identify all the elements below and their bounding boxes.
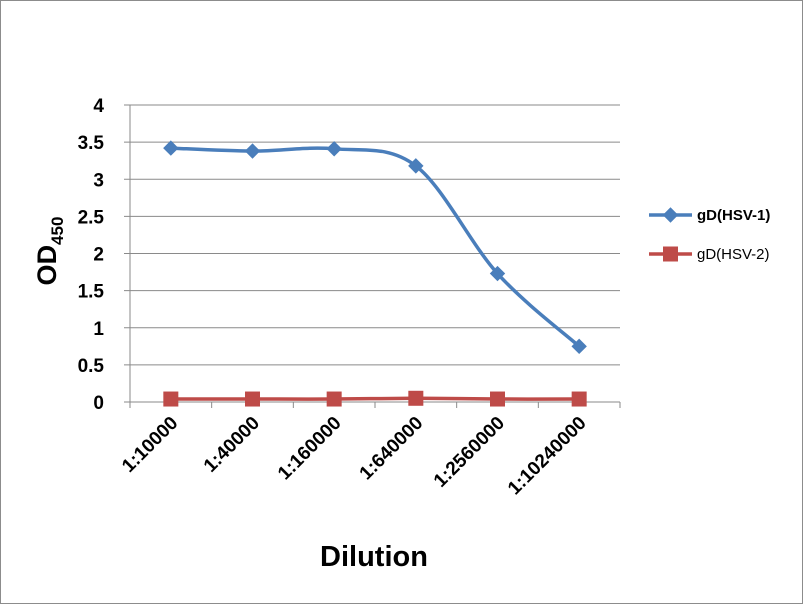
series-markers <box>163 140 587 407</box>
x-tick-label: 1:160000 <box>274 413 346 485</box>
y-axis-title: OD450 <box>32 217 67 286</box>
x-tick-label: 1:2560000 <box>430 413 509 492</box>
y-axis-title-subscript: 450 <box>48 217 67 245</box>
data-point-marker <box>490 391 505 407</box>
data-point-marker <box>489 265 506 282</box>
data-point-marker <box>244 143 261 159</box>
legend-marker <box>663 246 678 262</box>
data-point-marker <box>163 140 179 156</box>
data-point-marker <box>408 158 424 174</box>
data-point-marker <box>163 391 179 407</box>
x-tick-label: 1:640000 <box>356 413 428 485</box>
y-tick-label: 2 <box>93 245 104 266</box>
y-tick-labels: 0 0.5 1 1.5 2 2.5 3 3.5 4 <box>78 96 105 414</box>
data-point-marker <box>326 141 342 157</box>
y-tick-label: 3.5 <box>78 133 105 154</box>
x-tick-label: 1:10240000 <box>504 413 591 500</box>
legend-label: gD(HSV-1) <box>697 207 770 224</box>
x-tick-label: 1:40000 <box>200 413 264 477</box>
legend-marker <box>662 207 679 223</box>
y-tick-label: 0 <box>93 393 104 414</box>
x-axis-title: Dilution <box>320 541 428 573</box>
data-point-marker <box>326 391 342 407</box>
axes <box>129 105 621 408</box>
y-tick-label: 3 <box>93 170 104 191</box>
series-line-2 <box>170 396 580 401</box>
data-point-marker <box>571 391 587 407</box>
y-tick-label: 1 <box>93 319 104 340</box>
series-line-1 <box>170 146 581 348</box>
x-tick-label: 1:10000 <box>118 413 182 477</box>
data-point-marker <box>571 338 587 355</box>
y-tick-label: 2.5 <box>78 207 105 228</box>
data-point-marker <box>408 390 424 406</box>
series-lines <box>170 146 581 401</box>
y-axis-title-main: OD <box>32 245 62 286</box>
legend: gD(HSV-1) gD(HSV-2) <box>649 207 770 263</box>
data-point-marker <box>245 391 260 407</box>
legend-label: gD(HSV-2) <box>697 246 770 263</box>
gridlines <box>124 104 620 403</box>
y-tick-label: 1.5 <box>78 282 105 303</box>
y-tick-label: 4 <box>93 96 104 117</box>
x-tick-labels: 1:10000 1:40000 1:160000 1:640000 1:25600001… <box>118 413 590 500</box>
y-tick-label: 0.5 <box>78 356 105 377</box>
